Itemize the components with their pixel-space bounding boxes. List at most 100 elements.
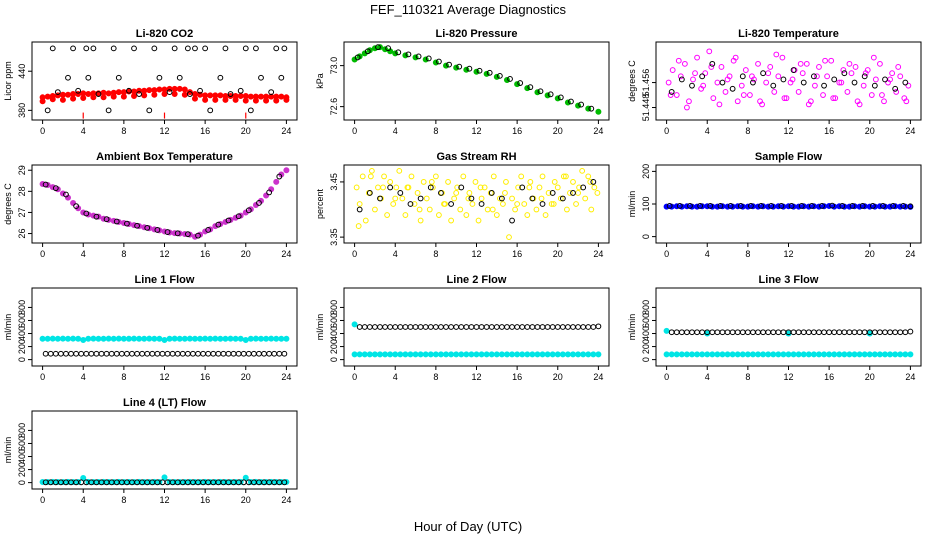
data-point <box>371 351 378 358</box>
data-point <box>519 184 526 191</box>
data-point <box>876 351 883 358</box>
data-point <box>503 351 510 358</box>
data-point <box>694 54 700 61</box>
data-point <box>676 203 683 209</box>
series-2 <box>351 321 358 328</box>
data-point <box>509 217 515 224</box>
data-point <box>451 195 458 202</box>
data-point <box>141 92 148 99</box>
x-tick-label: 16 <box>200 249 210 259</box>
data-point <box>591 184 598 191</box>
data-point <box>714 351 721 358</box>
data-point <box>519 324 526 330</box>
data-point <box>780 329 787 336</box>
data-point <box>709 60 716 67</box>
data-point <box>734 329 741 336</box>
data-point <box>70 95 77 102</box>
figure-xlabel: Hour of Day (UTC) <box>414 519 522 534</box>
data-point <box>575 351 582 358</box>
data-point <box>118 350 125 357</box>
y-tick-label: 0 <box>329 357 339 362</box>
data-point <box>739 351 746 358</box>
x-tick-label: 4 <box>393 372 398 382</box>
data-point <box>565 324 571 330</box>
data-point <box>110 45 117 52</box>
data-point <box>892 351 899 358</box>
data-point <box>663 351 670 358</box>
x-tick-label: 4 <box>81 495 86 505</box>
data-point <box>171 335 178 342</box>
data-point <box>819 203 825 209</box>
panel-points <box>663 327 914 358</box>
data-point <box>493 212 500 218</box>
data-point <box>709 329 716 336</box>
data-point <box>171 85 178 92</box>
data-point <box>502 190 508 196</box>
data-point <box>841 70 848 77</box>
data-point <box>463 351 470 358</box>
data-point <box>384 212 391 218</box>
data-point <box>483 70 490 77</box>
data-point <box>771 89 778 95</box>
y-tick-label: 200 <box>17 462 27 477</box>
data-point <box>544 324 551 330</box>
data-point <box>252 335 259 342</box>
x-tick-label: 16 <box>200 495 210 505</box>
data-point <box>567 190 573 196</box>
data-point <box>765 70 772 77</box>
data-point <box>678 76 685 83</box>
data-point <box>539 173 546 180</box>
data-point <box>488 190 495 196</box>
data-point <box>258 335 265 342</box>
data-point <box>663 327 670 334</box>
data-point <box>709 351 716 358</box>
data-point <box>197 87 203 94</box>
panel-points <box>39 474 290 486</box>
data-point <box>169 350 176 357</box>
data-point <box>429 184 436 191</box>
data-point <box>718 64 725 70</box>
y-tick-label: 0 <box>641 357 651 362</box>
data-point <box>367 173 374 180</box>
y-tick-label: 800 <box>641 300 651 315</box>
y-tick-label: 400 <box>17 449 27 464</box>
data-point <box>570 324 576 330</box>
data-point <box>812 82 818 89</box>
data-point <box>524 351 531 358</box>
data-point <box>518 173 525 180</box>
data-point <box>387 179 394 185</box>
data-point <box>266 350 273 357</box>
data-point <box>237 335 244 342</box>
data-point <box>47 350 54 357</box>
data-point <box>395 49 402 56</box>
data-point <box>493 73 500 80</box>
data-point <box>190 350 196 357</box>
data-point <box>832 95 839 102</box>
data-point <box>893 89 900 95</box>
data-point <box>476 67 483 74</box>
data-point <box>235 213 242 220</box>
data-point <box>716 101 723 108</box>
y-tick-label: 51.448 <box>641 94 651 122</box>
data-point <box>564 99 571 106</box>
panel-title: Li-820 Pressure <box>436 28 518 40</box>
data-point <box>195 350 201 357</box>
data-point <box>559 195 566 202</box>
data-point <box>222 96 229 103</box>
data-point <box>851 329 858 336</box>
data-point <box>438 190 444 196</box>
data-point <box>174 350 181 357</box>
data-point <box>509 324 515 330</box>
panel-points <box>39 335 290 357</box>
data-point <box>212 96 219 103</box>
data-point <box>734 351 741 358</box>
data-point <box>828 57 835 64</box>
data-point <box>124 350 130 357</box>
data-point <box>283 335 290 342</box>
data-point <box>426 206 433 213</box>
data-point <box>136 91 143 97</box>
data-point <box>83 45 90 52</box>
data-point <box>545 190 552 196</box>
data-point <box>200 350 207 357</box>
